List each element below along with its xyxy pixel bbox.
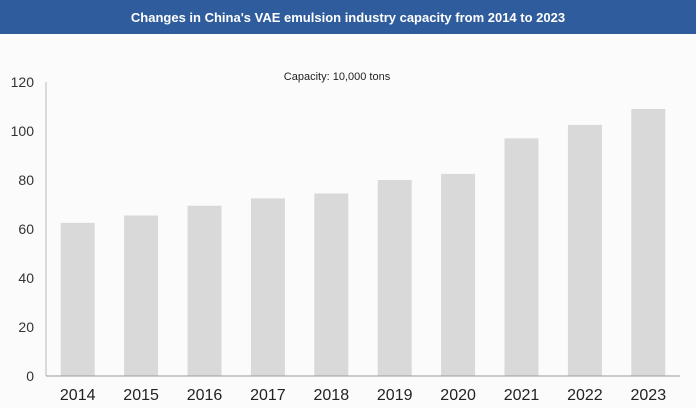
x-tick-label: 2023	[631, 387, 667, 404]
y-tick-label: 60	[18, 221, 34, 237]
y-tick-label: 120	[11, 74, 35, 90]
x-axis-ticks: 2014 2015 2016 2017 2018 2019 2020 2021 2022 2023	[60, 387, 666, 404]
chart-title-bar: Changes in China's VAE emulsion industry…	[0, 0, 696, 34]
bar-2023	[631, 108, 666, 376]
bar-2017	[250, 198, 285, 376]
bar-2016	[187, 205, 222, 376]
bar-2022	[567, 124, 602, 376]
x-tick-label: 2016	[187, 387, 223, 404]
x-tick-label: 2018	[314, 387, 350, 404]
y-tick-label: 0	[26, 368, 34, 384]
x-tick-label: 2021	[504, 387, 540, 404]
x-tick-label: 2020	[440, 387, 476, 404]
bar-2021	[504, 138, 539, 376]
chart-title: Changes in China's VAE emulsion industry…	[130, 9, 566, 25]
bar-2015	[124, 215, 159, 376]
chart-area: 0 20 40 60 80 100 120 2014 2015 2016 2017 2018 2019…	[0, 34, 696, 408]
x-tick-label: 2022	[567, 387, 603, 404]
x-tick-label: 2014	[60, 387, 96, 404]
y-tick-label: 80	[18, 172, 34, 188]
y-tick-label: 40	[18, 270, 34, 286]
y-axis-ticks: 0 20 40 60 80 100 120	[11, 74, 35, 384]
capacity-annotation: Capacity: 10,000 tons	[284, 71, 391, 83]
x-tick-label: 2017	[250, 387, 286, 404]
bar-2018	[314, 193, 349, 376]
bar-2014	[60, 222, 95, 376]
bars	[60, 108, 666, 376]
bar-2019	[377, 180, 412, 376]
x-tick-label: 2019	[377, 387, 413, 404]
bar-chart: 0 20 40 60 80 100 120 2014 2015 2016 2017 2018 2019…	[11, 71, 680, 404]
bar-2020	[441, 173, 476, 376]
x-tick-label: 2015	[123, 387, 159, 404]
y-tick-label: 100	[11, 123, 35, 139]
y-tick-label: 20	[18, 319, 34, 335]
